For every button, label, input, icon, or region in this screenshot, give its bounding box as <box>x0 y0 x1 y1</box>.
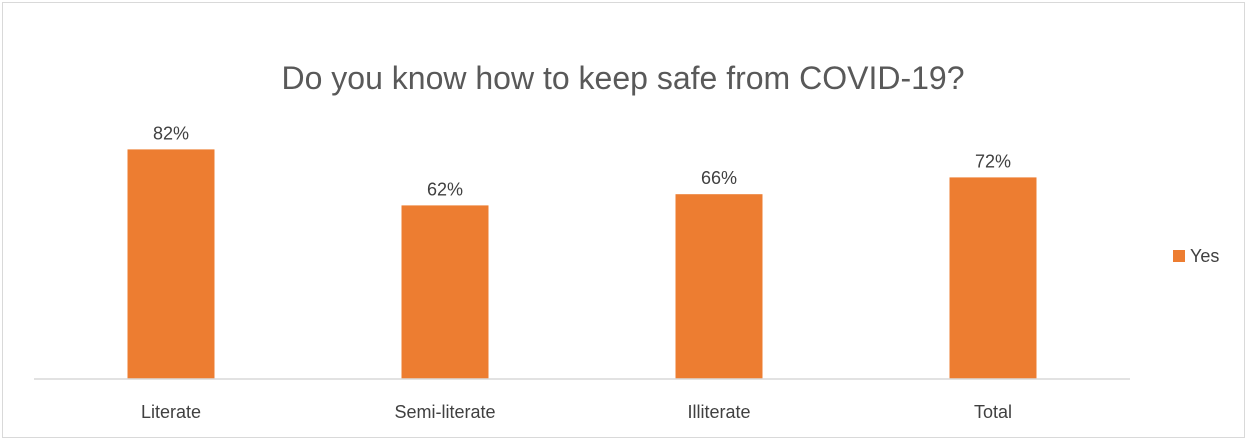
data-label-illiterate: 66% <box>701 168 737 188</box>
legend-label-yes: Yes <box>1190 246 1219 266</box>
bar-illiterate <box>675 194 763 379</box>
bars-group <box>127 149 1037 379</box>
data-label-total: 72% <box>975 151 1011 171</box>
bar-semi-literate <box>401 205 489 379</box>
chart-title: Do you know how to keep safe from COVID-… <box>282 60 965 96</box>
x-tick-label-illiterate: Illiterate <box>687 402 750 422</box>
legend-swatch-yes <box>1173 250 1185 262</box>
bar-literate <box>127 149 215 379</box>
bar-total <box>949 177 1037 379</box>
x-tick-labels: Literate Semi-literate Illiterate Total <box>141 402 1012 422</box>
x-tick-label-literate: Literate <box>141 402 201 422</box>
x-tick-label-total: Total <box>974 402 1012 422</box>
data-label-literate: 82% <box>153 123 189 143</box>
x-tick-label-semi-literate: Semi-literate <box>394 402 495 422</box>
legend: Yes <box>1173 246 1219 266</box>
data-labels-group: 82% 62% 66% 72% <box>153 123 1011 199</box>
data-label-semi-literate: 62% <box>427 179 463 199</box>
